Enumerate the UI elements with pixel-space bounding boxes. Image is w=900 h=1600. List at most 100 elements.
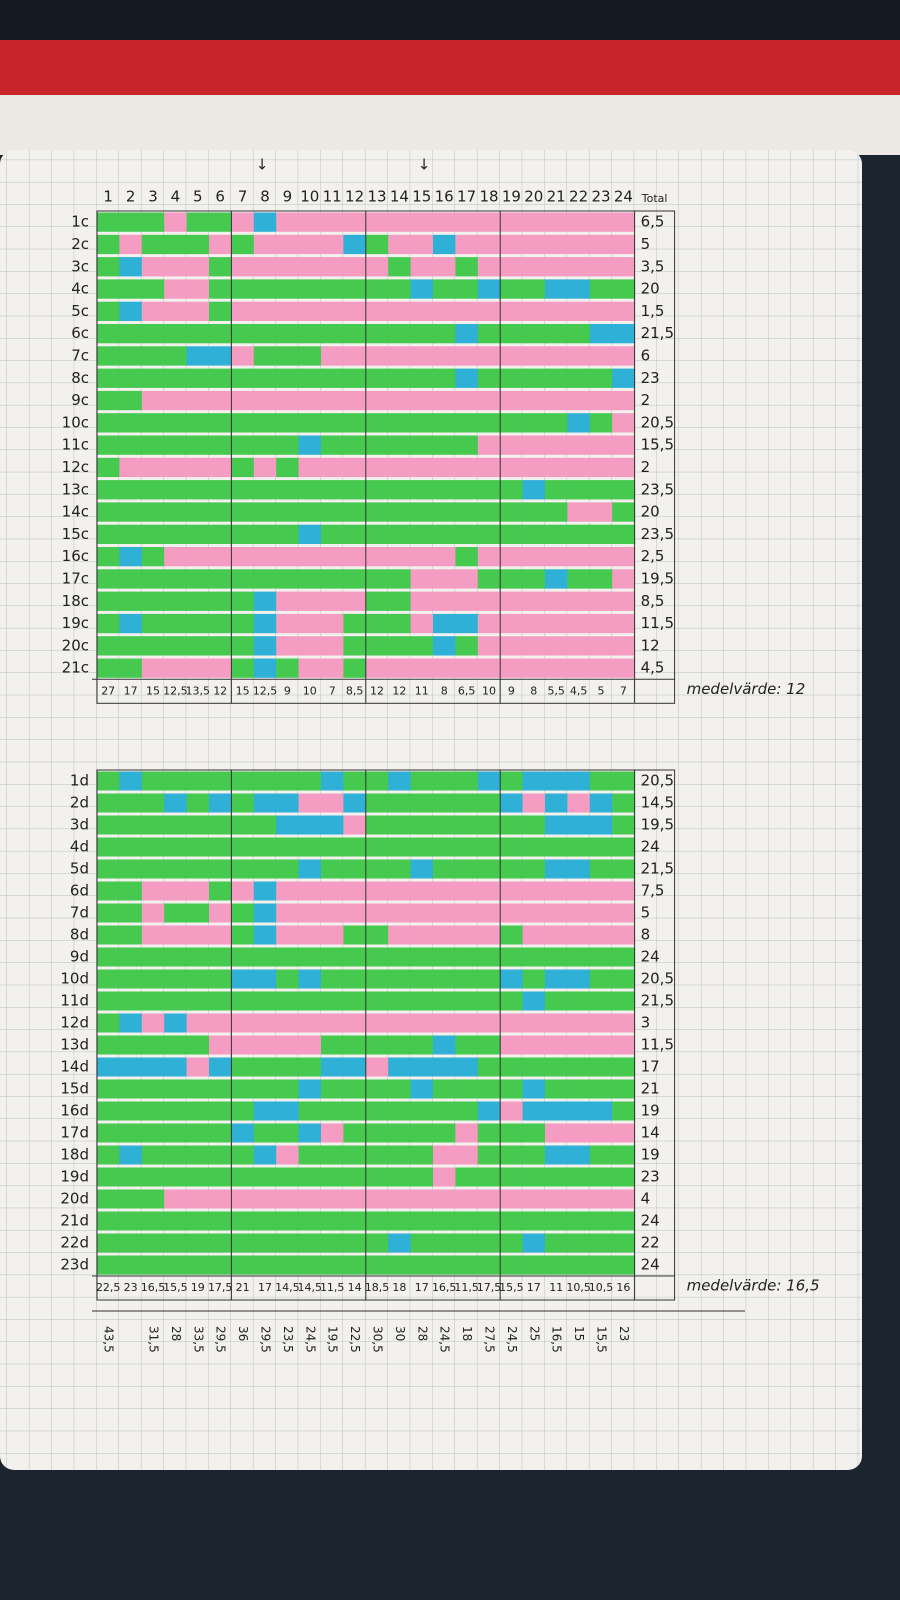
- column-header: 5: [193, 188, 203, 206]
- cell: [343, 1211, 367, 1231]
- cell: [477, 1013, 501, 1033]
- cell: [477, 903, 501, 923]
- cell: [298, 457, 322, 478]
- cell: [365, 1167, 389, 1187]
- column-sum: 6,5: [458, 684, 476, 697]
- cell: [119, 279, 143, 299]
- cell: [500, 435, 524, 455]
- cell: [545, 591, 568, 611]
- cell: [97, 1057, 120, 1077]
- cell: [589, 480, 613, 500]
- cell: [276, 1233, 300, 1253]
- cell: [321, 301, 344, 321]
- cell: [141, 257, 165, 277]
- cell: [545, 547, 568, 567]
- cell: [522, 881, 546, 901]
- column-sum: 17,5: [208, 1281, 233, 1294]
- cell: [97, 1211, 120, 1231]
- cell: [455, 771, 479, 791]
- row-label: 5d: [70, 860, 89, 878]
- cell: [164, 771, 188, 791]
- cell: [455, 1189, 479, 1209]
- cell: [365, 881, 389, 901]
- cell: [186, 793, 210, 813]
- cell: [455, 969, 479, 989]
- cell: [433, 324, 456, 344]
- column-header: 9: [283, 188, 293, 206]
- cell: [253, 390, 277, 411]
- cell: [365, 815, 389, 835]
- cell: [433, 925, 456, 945]
- cell: [186, 881, 210, 901]
- cell: [545, 815, 568, 835]
- cell: [253, 837, 277, 857]
- column-sum: 7: [329, 684, 336, 697]
- cell: [545, 1167, 568, 1187]
- cell: [477, 390, 501, 411]
- cell: [298, 591, 322, 611]
- cell: [433, 435, 456, 455]
- cell: [477, 301, 501, 321]
- cell: [545, 279, 568, 299]
- cell: [612, 1013, 636, 1033]
- cell: [612, 346, 636, 366]
- column-header: 23: [591, 188, 610, 206]
- cell: [567, 480, 591, 500]
- cell: [209, 591, 232, 611]
- column-header: 20: [524, 188, 543, 206]
- cell: [141, 1123, 165, 1143]
- cell: [141, 1233, 165, 1253]
- cell: [522, 837, 546, 857]
- cell: [321, 457, 344, 478]
- column-sum: 15: [236, 684, 250, 697]
- cell: [141, 301, 165, 321]
- cell: [231, 793, 255, 813]
- cell: [253, 324, 277, 344]
- cell: [343, 947, 367, 967]
- cell: [141, 837, 165, 857]
- cell: [253, 991, 277, 1011]
- cell: [164, 1035, 188, 1055]
- cell: [433, 457, 456, 478]
- cell: [119, 658, 143, 678]
- cell: [321, 925, 344, 945]
- cell: [321, 859, 344, 879]
- cell: [612, 524, 636, 544]
- cell: [433, 1167, 456, 1187]
- cell: [276, 457, 300, 478]
- cell: [545, 324, 568, 344]
- cell: [589, 1167, 613, 1187]
- column-sum: 10,5: [566, 1281, 591, 1294]
- cell: [589, 368, 613, 388]
- cell: [365, 1079, 389, 1099]
- cell: [612, 903, 636, 923]
- cell: [388, 1189, 412, 1209]
- cell: [500, 457, 524, 478]
- cell: [545, 1057, 568, 1077]
- cell: [231, 636, 255, 656]
- cell: [612, 925, 636, 945]
- cell: [231, 457, 255, 478]
- extra-value: 23,5: [281, 1326, 295, 1353]
- cell: [164, 480, 188, 500]
- cell: [365, 991, 389, 1011]
- cell: [500, 212, 524, 232]
- column-header: 14: [390, 188, 409, 206]
- cell: [365, 502, 389, 522]
- cell: [589, 257, 613, 277]
- cell: [298, 947, 322, 967]
- cell: [612, 234, 636, 255]
- cell: [500, 636, 524, 656]
- cell: [97, 991, 120, 1011]
- cell: [164, 1167, 188, 1187]
- cell: [97, 658, 120, 678]
- cell: [545, 837, 568, 857]
- cell: [410, 1079, 434, 1099]
- cell: [343, 658, 367, 678]
- cell: [97, 881, 120, 901]
- cell: [388, 859, 412, 879]
- cell: [522, 1211, 546, 1231]
- cell: [164, 991, 188, 1011]
- row-label: 19d: [60, 1168, 89, 1186]
